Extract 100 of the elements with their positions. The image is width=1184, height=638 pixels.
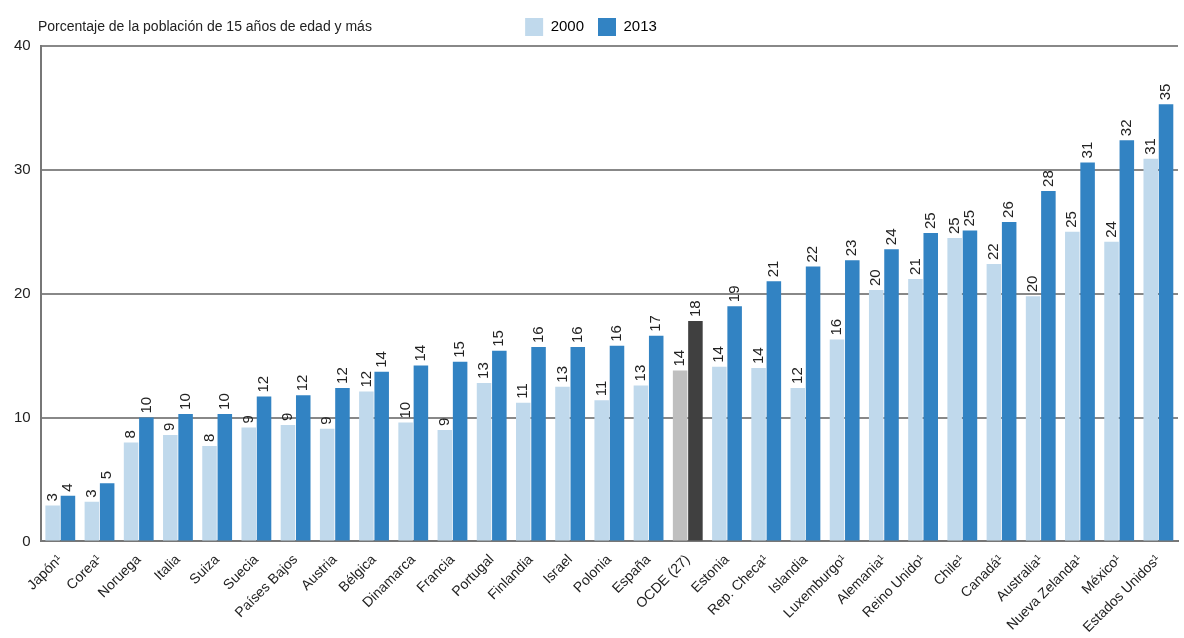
bar	[1104, 241, 1119, 541]
bar	[1158, 104, 1174, 541]
y-axis-title: Porcentaje de la población de 15 años de edad y más	[38, 17, 372, 34]
bar	[884, 249, 899, 541]
data-label: 10	[136, 396, 154, 414]
data-label: 4	[58, 483, 76, 492]
data-label: 10	[214, 393, 232, 410]
legend-label: 2013	[623, 17, 657, 35]
bar	[1119, 140, 1135, 541]
bar	[790, 387, 806, 541]
data-label: 10	[395, 401, 413, 419]
data-label: 14	[670, 349, 688, 367]
bar	[531, 347, 546, 541]
data-label: 11	[513, 383, 531, 399]
bar	[986, 264, 1002, 541]
data-label: 35	[1156, 83, 1174, 101]
data-label: 21	[905, 258, 923, 275]
bar	[570, 347, 586, 541]
data-label: 28	[1038, 170, 1056, 187]
bar	[202, 446, 217, 541]
data-label: 25	[920, 212, 938, 230]
data-label: 14	[411, 344, 429, 362]
bar	[805, 266, 821, 541]
bar	[452, 361, 468, 541]
data-label: 14	[709, 346, 727, 363]
bar	[633, 385, 649, 541]
bar	[359, 391, 374, 541]
data-label: 32	[1116, 119, 1134, 137]
data-label: 22	[803, 245, 821, 263]
data-label: 8	[199, 433, 217, 443]
data-label: 24	[1101, 221, 1119, 238]
bar	[123, 442, 139, 541]
bar	[672, 370, 688, 541]
bar	[947, 238, 962, 541]
data-label: 19	[724, 285, 742, 303]
bar	[845, 260, 860, 541]
bar	[688, 321, 703, 541]
data-label: 9	[434, 417, 452, 426]
bar	[594, 400, 609, 541]
data-label: 12	[254, 375, 272, 393]
bar	[217, 413, 233, 541]
data-label: 24	[881, 228, 899, 246]
bar	[139, 417, 154, 541]
y-tick-label: 20	[14, 283, 31, 301]
data-label: 9	[317, 416, 335, 425]
data-label: 16	[827, 318, 845, 336]
data-label: 8	[121, 430, 139, 439]
data-label: 11	[591, 380, 609, 397]
data-label: 12	[787, 367, 805, 384]
bar	[1143, 158, 1159, 541]
bar	[1065, 231, 1080, 541]
data-label: 16	[567, 326, 585, 344]
data-label: 23	[842, 239, 860, 257]
data-label: 15	[489, 330, 507, 347]
data-label: 26	[999, 201, 1017, 218]
data-label: 17	[646, 315, 664, 332]
data-label: 18	[685, 300, 703, 317]
bar	[256, 396, 272, 541]
data-label: 14	[748, 347, 766, 365]
bar	[1025, 296, 1041, 541]
data-label: 22	[984, 243, 1002, 261]
data-label: 10	[175, 393, 193, 410]
data-label: 25	[1062, 211, 1080, 228]
bar	[178, 413, 193, 541]
data-label: 13	[552, 365, 570, 383]
data-label: 16	[528, 326, 546, 344]
data-label: 12	[356, 370, 374, 388]
bar	[923, 233, 938, 541]
bar	[1080, 162, 1095, 541]
bar	[374, 371, 389, 541]
y-tick-label: 10	[14, 407, 31, 425]
data-label: 12	[332, 367, 350, 384]
bar	[280, 425, 296, 541]
data-label: 13	[474, 362, 492, 379]
data-label: 20	[866, 269, 884, 287]
bar	[163, 434, 178, 541]
bar	[99, 483, 115, 541]
data-label: 31	[1077, 141, 1095, 159]
data-label: 31	[1140, 138, 1158, 155]
data-label: 9	[278, 412, 296, 422]
data-label: 9	[160, 422, 178, 431]
bar	[751, 368, 766, 541]
data-label: 9	[238, 415, 256, 424]
bar	[84, 501, 100, 541]
data-label: 3	[42, 493, 60, 502]
bar	[476, 382, 492, 541]
data-label: 15	[450, 341, 468, 358]
bar	[648, 335, 664, 541]
bar	[1001, 221, 1017, 541]
y-tick-label: 0	[22, 531, 31, 549]
bar	[908, 278, 923, 541]
bar	[766, 281, 782, 541]
bar	[515, 402, 531, 541]
data-label: 21	[764, 260, 781, 278]
bar	[398, 422, 413, 541]
bar	[492, 350, 507, 541]
y-tick-label: 40	[14, 36, 31, 54]
data-label: 5	[97, 470, 115, 480]
data-label: 20	[1023, 275, 1041, 293]
bar	[437, 430, 453, 541]
